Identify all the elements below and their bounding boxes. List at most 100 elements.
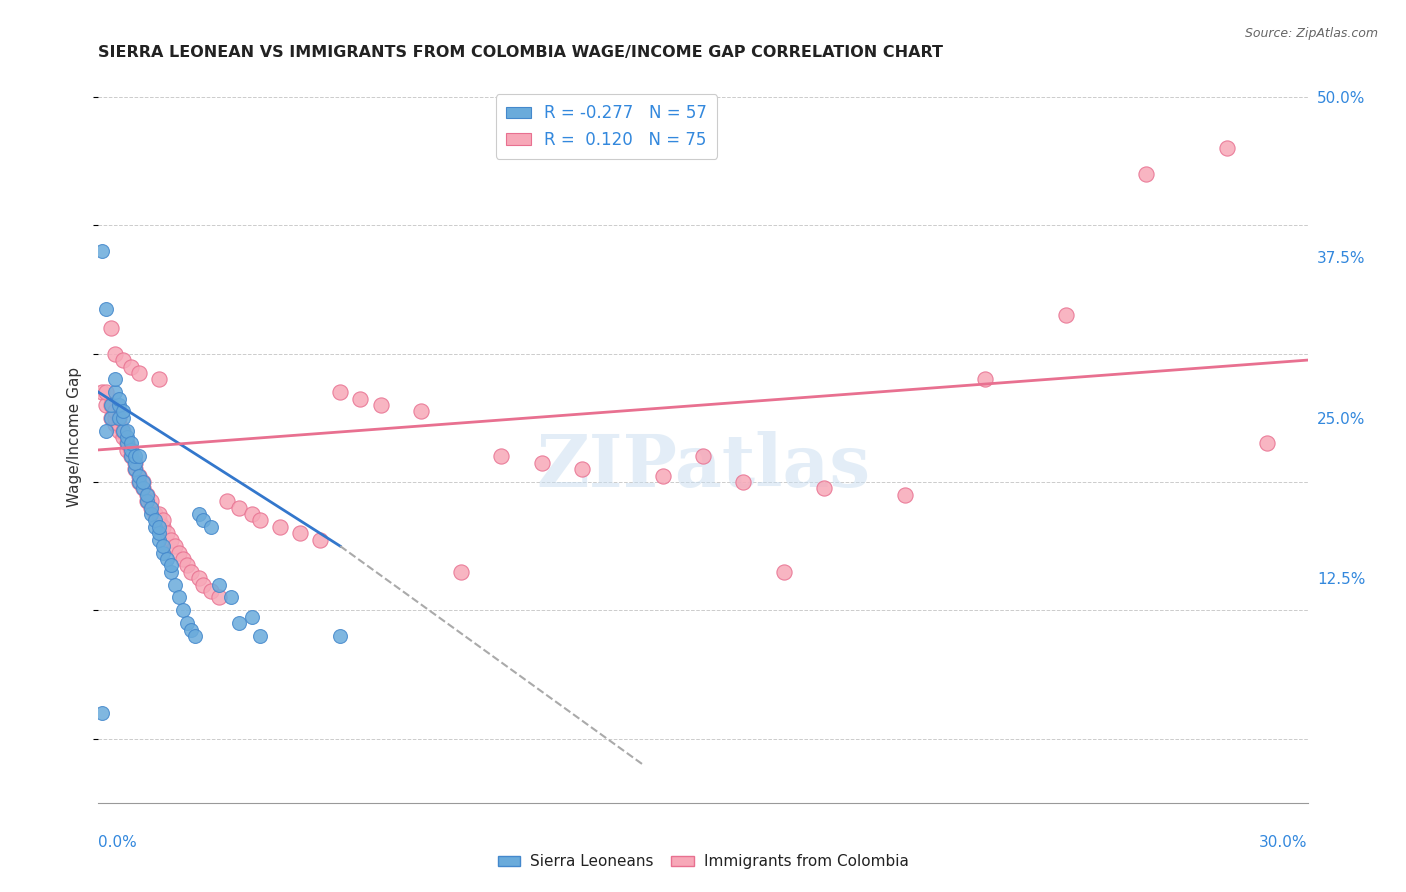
Point xyxy=(103,404,125,418)
Point xyxy=(100,410,122,425)
Point xyxy=(135,494,157,508)
Point xyxy=(128,475,150,489)
Point xyxy=(96,301,118,316)
Point xyxy=(184,629,207,643)
Point xyxy=(180,623,202,637)
Point xyxy=(329,629,352,643)
Point xyxy=(188,507,211,521)
Point xyxy=(160,565,183,579)
Point xyxy=(148,520,170,534)
Text: 30.0%: 30.0% xyxy=(1260,835,1308,850)
Point xyxy=(156,526,179,541)
Point xyxy=(143,520,166,534)
Point xyxy=(107,410,129,425)
Point xyxy=(120,450,142,464)
Point xyxy=(269,520,291,534)
Point xyxy=(152,539,174,553)
Text: ZIPatlas: ZIPatlas xyxy=(536,431,870,502)
Point xyxy=(156,552,179,566)
Point xyxy=(772,565,794,579)
Point xyxy=(135,488,157,502)
Point xyxy=(132,482,155,496)
Point xyxy=(128,468,150,483)
Point xyxy=(120,450,142,464)
Point xyxy=(143,514,166,528)
Point xyxy=(152,514,174,528)
Point xyxy=(100,321,122,335)
Point xyxy=(115,442,138,457)
Point xyxy=(813,482,835,496)
Point xyxy=(91,706,114,720)
Point xyxy=(148,507,170,521)
Point xyxy=(1054,308,1077,322)
Point xyxy=(120,442,142,457)
Point xyxy=(163,539,186,553)
Text: Source: ZipAtlas.com: Source: ZipAtlas.com xyxy=(1244,27,1378,40)
Point xyxy=(132,482,155,496)
Point xyxy=(530,456,553,470)
Point xyxy=(128,468,150,483)
Point xyxy=(103,417,125,432)
Point xyxy=(132,475,155,489)
Point xyxy=(148,514,170,528)
Point xyxy=(139,507,162,521)
Point xyxy=(172,603,194,617)
Point xyxy=(120,442,142,457)
Text: 0.0%: 0.0% xyxy=(98,835,138,850)
Point xyxy=(128,366,150,380)
Point xyxy=(139,500,162,515)
Point xyxy=(124,456,146,470)
Point xyxy=(309,533,332,547)
Point xyxy=(160,533,183,547)
Point xyxy=(128,475,150,489)
Point xyxy=(111,424,134,438)
Point xyxy=(1216,141,1239,155)
Point xyxy=(692,450,714,464)
Point xyxy=(208,591,231,605)
Point xyxy=(148,533,170,547)
Point xyxy=(491,450,513,464)
Point xyxy=(107,392,129,406)
Point xyxy=(103,372,125,386)
Point xyxy=(200,584,222,599)
Point xyxy=(188,571,211,585)
Point xyxy=(111,404,134,418)
Y-axis label: Wage/Income Gap: Wage/Income Gap xyxy=(67,367,83,508)
Point xyxy=(115,436,138,450)
Point xyxy=(172,552,194,566)
Point xyxy=(176,616,198,631)
Point xyxy=(132,475,155,489)
Point xyxy=(450,565,472,579)
Point xyxy=(409,404,432,418)
Point xyxy=(115,424,138,438)
Point xyxy=(163,577,186,591)
Point xyxy=(100,410,122,425)
Point xyxy=(217,494,239,508)
Point xyxy=(370,398,392,412)
Point xyxy=(240,609,263,624)
Point xyxy=(107,417,129,432)
Point xyxy=(152,520,174,534)
Point xyxy=(167,545,190,559)
Point xyxy=(124,450,146,464)
Point xyxy=(120,436,142,450)
Point xyxy=(143,507,166,521)
Point xyxy=(107,410,129,425)
Point xyxy=(96,398,118,412)
Point xyxy=(115,436,138,450)
Point xyxy=(288,526,311,541)
Point xyxy=(111,353,134,368)
Point xyxy=(103,410,125,425)
Point xyxy=(148,526,170,541)
Point xyxy=(349,392,371,406)
Point xyxy=(115,430,138,444)
Point xyxy=(103,346,125,360)
Point xyxy=(651,468,673,483)
Point xyxy=(120,359,142,374)
Point xyxy=(240,507,263,521)
Text: SIERRA LEONEAN VS IMMIGRANTS FROM COLOMBIA WAGE/INCOME GAP CORRELATION CHART: SIERRA LEONEAN VS IMMIGRANTS FROM COLOMB… xyxy=(98,45,943,61)
Point xyxy=(221,591,243,605)
Point xyxy=(1135,167,1157,181)
Point xyxy=(180,565,202,579)
Point xyxy=(124,462,146,476)
